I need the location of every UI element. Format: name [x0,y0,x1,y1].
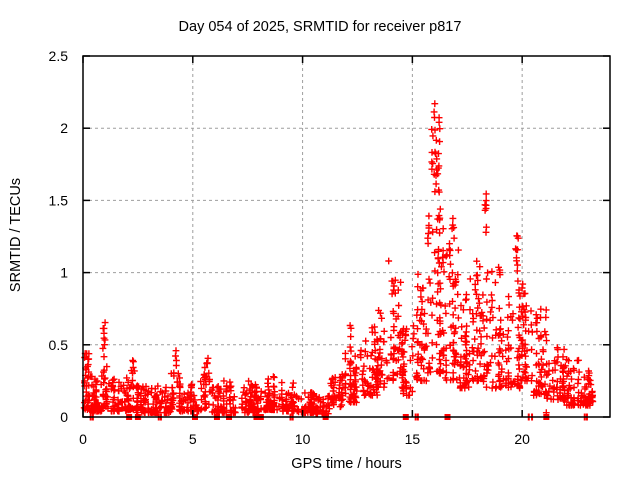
y-tick-label: 2.5 [49,48,69,64]
x-axis-label: GPS time / hours [291,456,402,472]
y-tick-label: 1 [60,265,68,281]
x-tick-label: 15 [405,431,421,447]
y-tick-label: 0.5 [49,337,69,353]
y-tick-label: 1.5 [49,192,69,208]
axis-border [82,55,611,418]
x-tick-label: 0 [79,431,87,447]
x-tick-label: 10 [295,431,311,447]
grid-lines [83,56,610,417]
y-tick-label: 0 [60,409,68,425]
x-tick-label: 5 [189,431,197,447]
y-tick-label: 2 [60,120,68,136]
tick-labels: 0 0.5 1 1.5 2 2.5 0 5 10 15 20 [49,48,531,447]
axis-ticks [82,55,610,418]
x-tick-label: 20 [514,431,530,447]
chart-title: Day 054 of 2025, SRMTID for receiver p81… [178,19,462,35]
data-points [80,100,597,418]
